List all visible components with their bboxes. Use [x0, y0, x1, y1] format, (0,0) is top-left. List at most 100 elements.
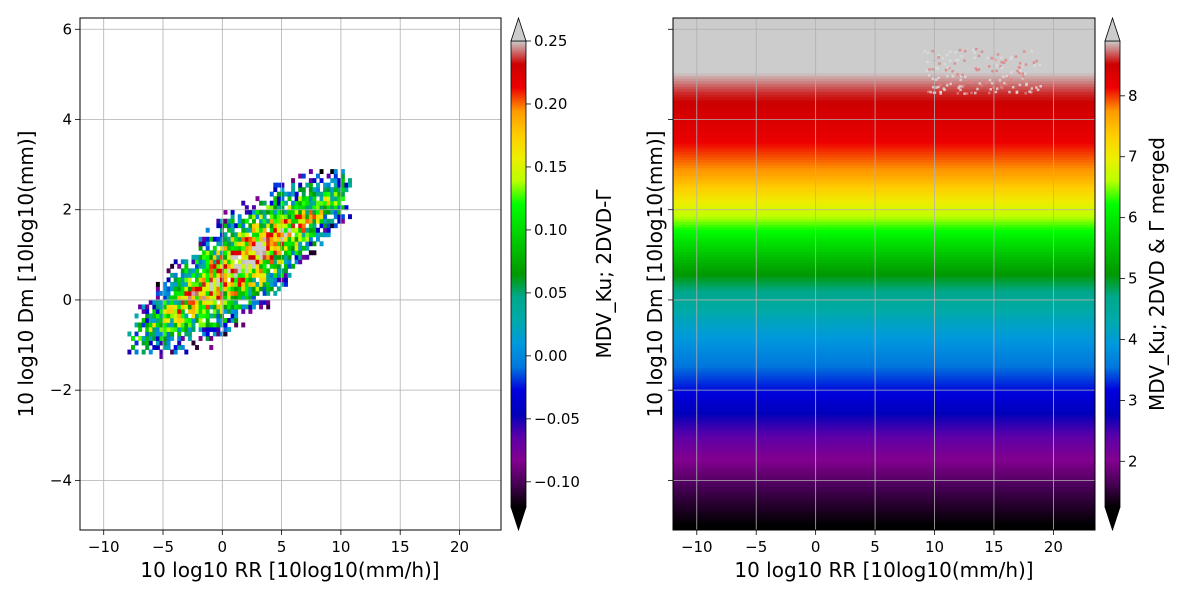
heatmap-band	[673, 497, 1095, 501]
heatmap-cell	[155, 331, 160, 337]
heatmap-cell	[170, 286, 175, 292]
heatmap-cell	[163, 286, 167, 292]
heatmap-band	[673, 240, 1095, 244]
heatmap-cell	[330, 205, 335, 211]
heatmap-speckle	[1020, 65, 1024, 69]
heatmap-cell	[255, 281, 260, 287]
heatmap-cell	[294, 209, 299, 215]
heatmap-cell	[266, 241, 271, 247]
heatmap-cell	[244, 241, 249, 247]
heatmap-speckle	[1015, 90, 1019, 94]
heatmap-cell	[138, 304, 143, 310]
heatmap-band	[673, 467, 1095, 472]
heatmap-cell	[308, 250, 313, 256]
right-x-axis-label: 10 log10 RR [10log10(mm/h)]	[734, 558, 1033, 582]
heatmap-cell	[276, 286, 281, 292]
heatmap-cell	[269, 277, 274, 283]
heatmap-cell	[276, 241, 281, 247]
heatmap-band	[673, 159, 1095, 163]
heatmap-cell	[312, 196, 317, 202]
heatmap-cell	[308, 187, 313, 193]
heatmap-cell	[152, 331, 157, 337]
heatmap-band	[673, 373, 1095, 377]
heatmap-cell	[315, 173, 320, 179]
heatmap-cell	[177, 290, 182, 296]
heatmap-cell	[248, 259, 253, 265]
heatmap-cell	[319, 196, 324, 202]
heatmap-cell	[248, 241, 253, 247]
heatmap-cell	[323, 227, 328, 233]
heatmap-cell	[173, 286, 178, 292]
heatmap-cell	[209, 295, 214, 301]
heatmap-cell	[216, 322, 221, 328]
heatmap-cell	[234, 290, 239, 296]
heatmap-cell	[287, 214, 292, 220]
heatmap-speckle	[963, 49, 967, 53]
heatmap-band	[673, 245, 1095, 250]
heatmap-band	[673, 167, 1095, 171]
heatmap-cell	[251, 236, 256, 242]
heatmap-band	[673, 278, 1095, 282]
heatmap-cell	[315, 205, 320, 211]
heatmap-cell	[294, 236, 299, 242]
heatmap-cell	[134, 349, 139, 355]
heatmap-band	[673, 519, 1095, 523]
heatmap-cell	[262, 218, 267, 224]
heatmap-band	[673, 72, 1095, 76]
heatmap-cell	[202, 286, 207, 292]
heatmap-cell	[227, 295, 232, 301]
heatmap-speckle	[1020, 62, 1024, 65]
heatmap-cell	[244, 277, 249, 283]
heatmap-cell	[145, 345, 150, 350]
heatmap-cell	[230, 299, 235, 305]
heatmap-band	[673, 429, 1095, 434]
heatmap-band	[673, 473, 1095, 477]
heatmap-cell	[195, 254, 199, 260]
heatmap-cell	[337, 214, 342, 220]
heatmap-cell	[184, 290, 189, 296]
heatmap-band	[673, 96, 1095, 101]
heatmap-cell	[216, 268, 221, 274]
heatmap-cell	[330, 200, 335, 206]
heatmap-cell	[223, 254, 228, 260]
heatmap-cell	[308, 236, 313, 242]
heatmap-cell	[262, 241, 267, 247]
heatmap-cell	[280, 191, 285, 197]
heatmap-cell	[223, 277, 228, 283]
heatmap-cell	[241, 254, 246, 260]
heatmap-band	[673, 408, 1095, 412]
heatmap-speckle	[927, 74, 931, 77]
heatmap-band	[673, 216, 1095, 220]
heatmap-cell	[209, 263, 214, 269]
heatmap-cell	[145, 308, 150, 314]
heatmap-band	[673, 310, 1095, 315]
heatmap-cell	[251, 281, 256, 287]
heatmap-cell	[330, 191, 335, 197]
heatmap-band	[673, 456, 1095, 461]
heatmap-cell	[294, 196, 299, 202]
heatmap-cell	[155, 313, 160, 319]
heatmap-band	[673, 340, 1095, 344]
heatmap-cell	[187, 277, 192, 283]
heatmap-cell	[305, 254, 310, 260]
heatmap-cell	[205, 308, 210, 314]
heatmap-band	[673, 102, 1095, 106]
heatmap-cell	[170, 317, 175, 323]
heatmap-cell	[166, 327, 171, 332]
heatmap-cell	[198, 304, 203, 310]
heatmap-cell	[291, 209, 296, 215]
heatmap-cell	[266, 304, 271, 310]
heatmap-cell	[283, 268, 288, 274]
heatmap-cell	[223, 317, 228, 323]
heatmap-band	[673, 475, 1095, 480]
heatmap-cell	[294, 191, 299, 197]
heatmap-speckle	[1030, 87, 1034, 90]
heatmap-band	[673, 286, 1095, 290]
heatmap-cell	[340, 182, 345, 188]
heatmap-cell	[227, 299, 232, 305]
heatmap-cell	[323, 223, 328, 229]
heatmap-cell	[276, 245, 281, 251]
heatmap-speckle	[943, 62, 946, 66]
x-tick-label: 0	[218, 538, 228, 556]
heatmap-cell	[227, 308, 232, 314]
